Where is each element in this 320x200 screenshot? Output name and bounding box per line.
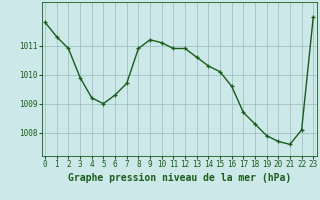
X-axis label: Graphe pression niveau de la mer (hPa): Graphe pression niveau de la mer (hPa) (68, 173, 291, 183)
